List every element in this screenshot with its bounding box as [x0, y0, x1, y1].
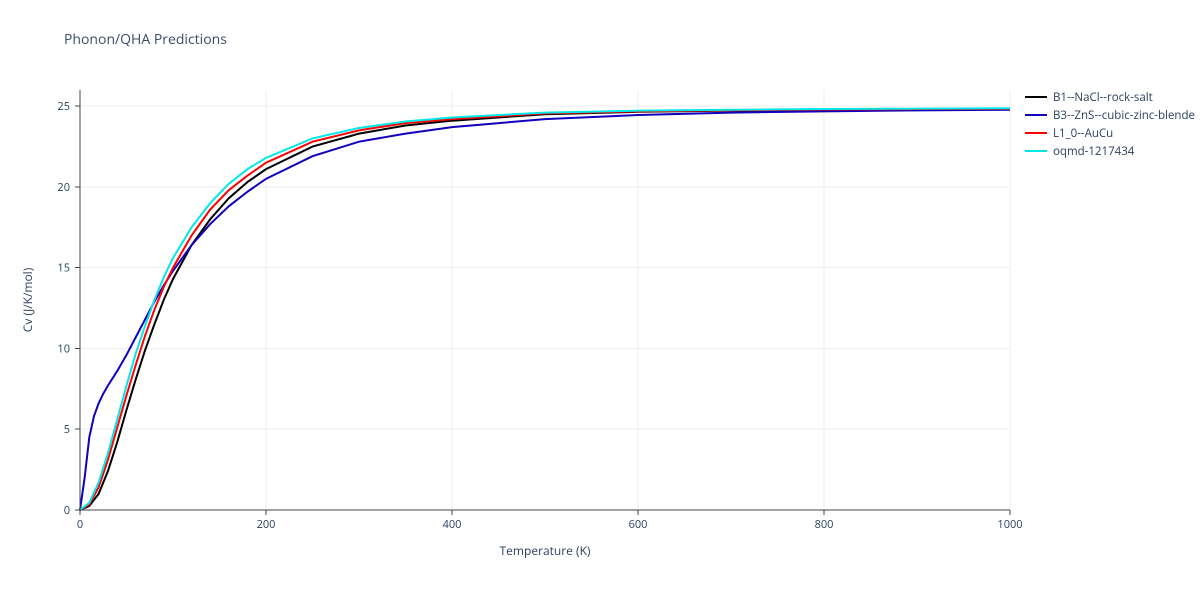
legend-label: B3--ZnS--cubic-zinc-blende — [1053, 108, 1195, 123]
series-line-3[interactable] — [80, 108, 1010, 510]
chart-plot-area: 0 200 400 600 800 1000 0 5 10 15 20 25 Temperature (… — [0, 0, 1200, 600]
y-axis-label: Cv (J/K/mol) — [19, 267, 36, 332]
y-tick-label: 10 — [57, 341, 70, 356]
y-tick-label: 0 — [64, 503, 70, 518]
legend-item[interactable]: B3--ZnS--cubic-zinc-blende — [1025, 106, 1195, 124]
legend-label: oqmd-1217434 — [1053, 144, 1134, 159]
legend-label: B1--NaCl--rock-salt — [1053, 90, 1153, 105]
legend-item[interactable]: B1--NaCl--rock-salt — [1025, 88, 1195, 106]
series-line-2[interactable] — [80, 109, 1010, 510]
series-line-0[interactable] — [80, 109, 1010, 510]
x-tick-label: 400 — [443, 517, 462, 532]
x-tick-label: 1000 — [997, 517, 1022, 532]
legend-swatch — [1025, 114, 1047, 116]
x-axis-label: Temperature (K) — [500, 542, 591, 559]
legend-swatch — [1025, 132, 1047, 134]
x-tick-label: 200 — [257, 517, 276, 532]
legend-item[interactable]: L1_0--AuCu — [1025, 124, 1195, 142]
y-tick-label: 15 — [57, 261, 70, 276]
y-tick-label: 5 — [64, 422, 70, 437]
legend-swatch — [1025, 96, 1047, 98]
legend-item[interactable]: oqmd-1217434 — [1025, 142, 1195, 160]
series-line-1[interactable] — [80, 110, 1010, 510]
x-tick-label: 800 — [815, 517, 834, 532]
y-tick-label: 25 — [57, 99, 70, 114]
chart-legend: B1--NaCl--rock-salt B3--ZnS--cubic-zinc-b… — [1025, 88, 1195, 160]
x-tick-label: 600 — [629, 517, 648, 532]
y-tick-label: 20 — [57, 180, 70, 195]
legend-label: L1_0--AuCu — [1053, 126, 1113, 141]
x-tick-label: 0 — [77, 517, 83, 532]
legend-swatch — [1025, 150, 1047, 152]
